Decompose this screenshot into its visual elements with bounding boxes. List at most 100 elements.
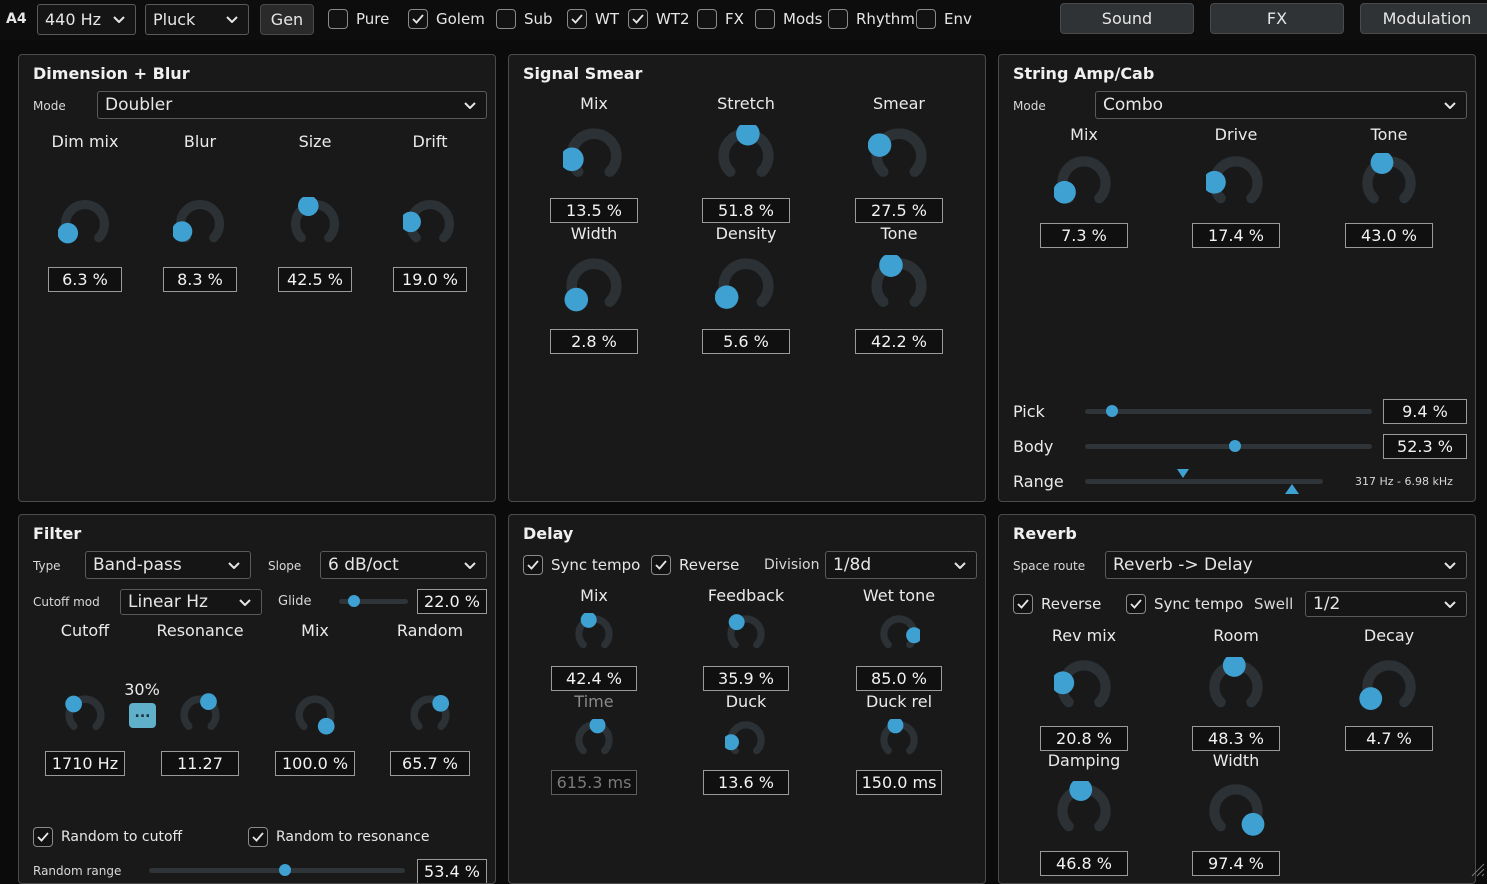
glide-slider[interactable]: [339, 595, 408, 607]
range-slider[interactable]: [1085, 469, 1323, 494]
rotary-knob[interactable]: [878, 719, 920, 761]
knob-value[interactable]: 5.6 %: [702, 329, 790, 354]
mod-settings-button[interactable]: ...: [129, 703, 156, 728]
checkbox-box[interactable]: [697, 9, 717, 29]
rotary-knob[interactable]: [878, 613, 920, 655]
tab-modulation[interactable]: Modulation: [1360, 3, 1487, 34]
pick-slider-thumb[interactable]: [1105, 405, 1118, 417]
random-range-thumb[interactable]: [279, 864, 291, 876]
knob-value[interactable]: 6.3 %: [48, 267, 122, 292]
checkbox-box[interactable]: [248, 827, 268, 847]
rotary-knob[interactable]: [58, 197, 112, 251]
body-value[interactable]: 52.3 %: [1383, 434, 1467, 459]
rotary-knob[interactable]: [715, 125, 777, 187]
tab-sound[interactable]: Sound: [1060, 3, 1194, 34]
rotary-knob[interactable]: [408, 693, 452, 737]
body-slider-thumb[interactable]: [1229, 440, 1242, 452]
random-range-slider[interactable]: [149, 864, 405, 876]
knob-value[interactable]: 35.9 %: [703, 666, 789, 691]
rotary-knob[interactable]: [1054, 153, 1114, 213]
knob-value[interactable]: 20.8 %: [1040, 726, 1128, 751]
range-low-handle[interactable]: [1177, 469, 1189, 479]
rotary-knob[interactable]: [1206, 781, 1266, 841]
rotary-knob[interactable]: [563, 125, 625, 187]
knob-value[interactable]: 48.3 %: [1192, 726, 1280, 751]
knob-value[interactable]: 13.5 %: [550, 198, 638, 223]
glide-value[interactable]: 22.0 %: [417, 589, 487, 614]
checkbox-box[interactable]: [651, 555, 671, 575]
filter-type-dropdown[interactable]: Band-pass: [85, 551, 251, 579]
rotary-knob[interactable]: [573, 613, 615, 655]
knob-value[interactable]: 615.3 ms: [551, 770, 637, 795]
rotary-knob[interactable]: [403, 197, 457, 251]
checkbox-box[interactable]: [496, 9, 516, 29]
checkbox-box[interactable]: [916, 9, 936, 29]
pick-slider[interactable]: [1085, 405, 1372, 417]
rotary-knob[interactable]: [1206, 153, 1266, 213]
knob-value[interactable]: 13.6 %: [703, 770, 789, 795]
resize-grip-icon[interactable]: [1470, 862, 1485, 877]
glide-slider-thumb[interactable]: [348, 595, 361, 607]
rotary-knob[interactable]: [1054, 657, 1114, 717]
space-route-dropdown[interactable]: Reverb -> Delay: [1105, 551, 1467, 579]
body-slider[interactable]: [1085, 440, 1372, 452]
knob-value[interactable]: 2.8 %: [550, 329, 638, 354]
range-high-handle[interactable]: [1285, 483, 1299, 494]
rotary-knob[interactable]: [178, 693, 222, 737]
rotary-knob[interactable]: [1206, 657, 1266, 717]
checkbox-box[interactable]: [328, 9, 348, 29]
rotary-knob[interactable]: [288, 197, 342, 251]
knob-value[interactable]: 1710 Hz: [45, 751, 125, 776]
rotary-knob[interactable]: [868, 125, 930, 187]
knob-value[interactable]: 65.7 %: [390, 751, 470, 776]
knob-value[interactable]: 150.0 ms: [856, 770, 942, 795]
rotary-knob[interactable]: [173, 197, 227, 251]
rotary-knob[interactable]: [563, 255, 625, 317]
filter-slope-dropdown[interactable]: 6 dB/oct: [320, 551, 487, 579]
knob-value[interactable]: 17.4 %: [1192, 223, 1280, 248]
rotary-knob[interactable]: [868, 255, 930, 317]
checkbox-box[interactable]: [755, 9, 775, 29]
checkbox-box[interactable]: [523, 555, 543, 575]
knob-value[interactable]: 42.2 %: [855, 329, 943, 354]
knob-value[interactable]: 43.0 %: [1345, 223, 1433, 248]
rotary-knob[interactable]: [725, 613, 767, 655]
rotary-knob[interactable]: [293, 693, 337, 737]
knob-value[interactable]: 46.8 %: [1040, 851, 1128, 876]
swell-dropdown[interactable]: 1/2: [1305, 591, 1467, 617]
checkbox-box[interactable]: [33, 827, 53, 847]
rotary-knob[interactable]: [725, 719, 767, 761]
preset-dropdown[interactable]: Pluck: [145, 4, 249, 35]
dimension-mode-dropdown[interactable]: Doubler: [97, 91, 487, 119]
knob-value[interactable]: 27.5 %: [855, 198, 943, 223]
random-range-value[interactable]: 53.4 %: [417, 859, 487, 883]
knob-value[interactable]: 85.0 %: [856, 666, 942, 691]
checkbox-box[interactable]: [628, 9, 648, 29]
checkbox-box[interactable]: [1126, 594, 1146, 614]
rotary-knob[interactable]: [1054, 781, 1114, 841]
amp-mode-dropdown[interactable]: Combo: [1095, 91, 1467, 119]
tuning-dropdown[interactable]: 440 Hz: [37, 4, 136, 35]
knob-value[interactable]: 42.5 %: [278, 267, 352, 292]
rotary-knob[interactable]: [573, 719, 615, 761]
knob-value[interactable]: 8.3 %: [163, 267, 237, 292]
checkbox-box[interactable]: [828, 9, 848, 29]
delay-division-dropdown[interactable]: 1/8d: [825, 551, 977, 579]
knob-value[interactable]: 97.4 %: [1192, 851, 1280, 876]
knob-value[interactable]: 11.27: [161, 751, 239, 776]
gen-button[interactable]: Gen: [260, 4, 314, 35]
checkbox-box[interactable]: [408, 9, 428, 29]
rotary-knob[interactable]: [63, 693, 107, 737]
checkbox-box[interactable]: [1013, 594, 1033, 614]
knob-value[interactable]: 51.8 %: [702, 198, 790, 223]
rotary-knob[interactable]: [1359, 153, 1419, 213]
cutoff-mod-dropdown[interactable]: Linear Hz: [120, 589, 262, 615]
knob-value[interactable]: 4.7 %: [1345, 726, 1433, 751]
pick-value[interactable]: 9.4 %: [1383, 399, 1467, 424]
knob-value[interactable]: 100.0 %: [275, 751, 355, 776]
checkbox-box[interactable]: [567, 9, 587, 29]
knob-value[interactable]: 19.0 %: [393, 267, 467, 292]
knob-value[interactable]: 42.4 %: [551, 666, 637, 691]
rotary-knob[interactable]: [715, 255, 777, 317]
tab-fx[interactable]: FX: [1210, 3, 1344, 34]
